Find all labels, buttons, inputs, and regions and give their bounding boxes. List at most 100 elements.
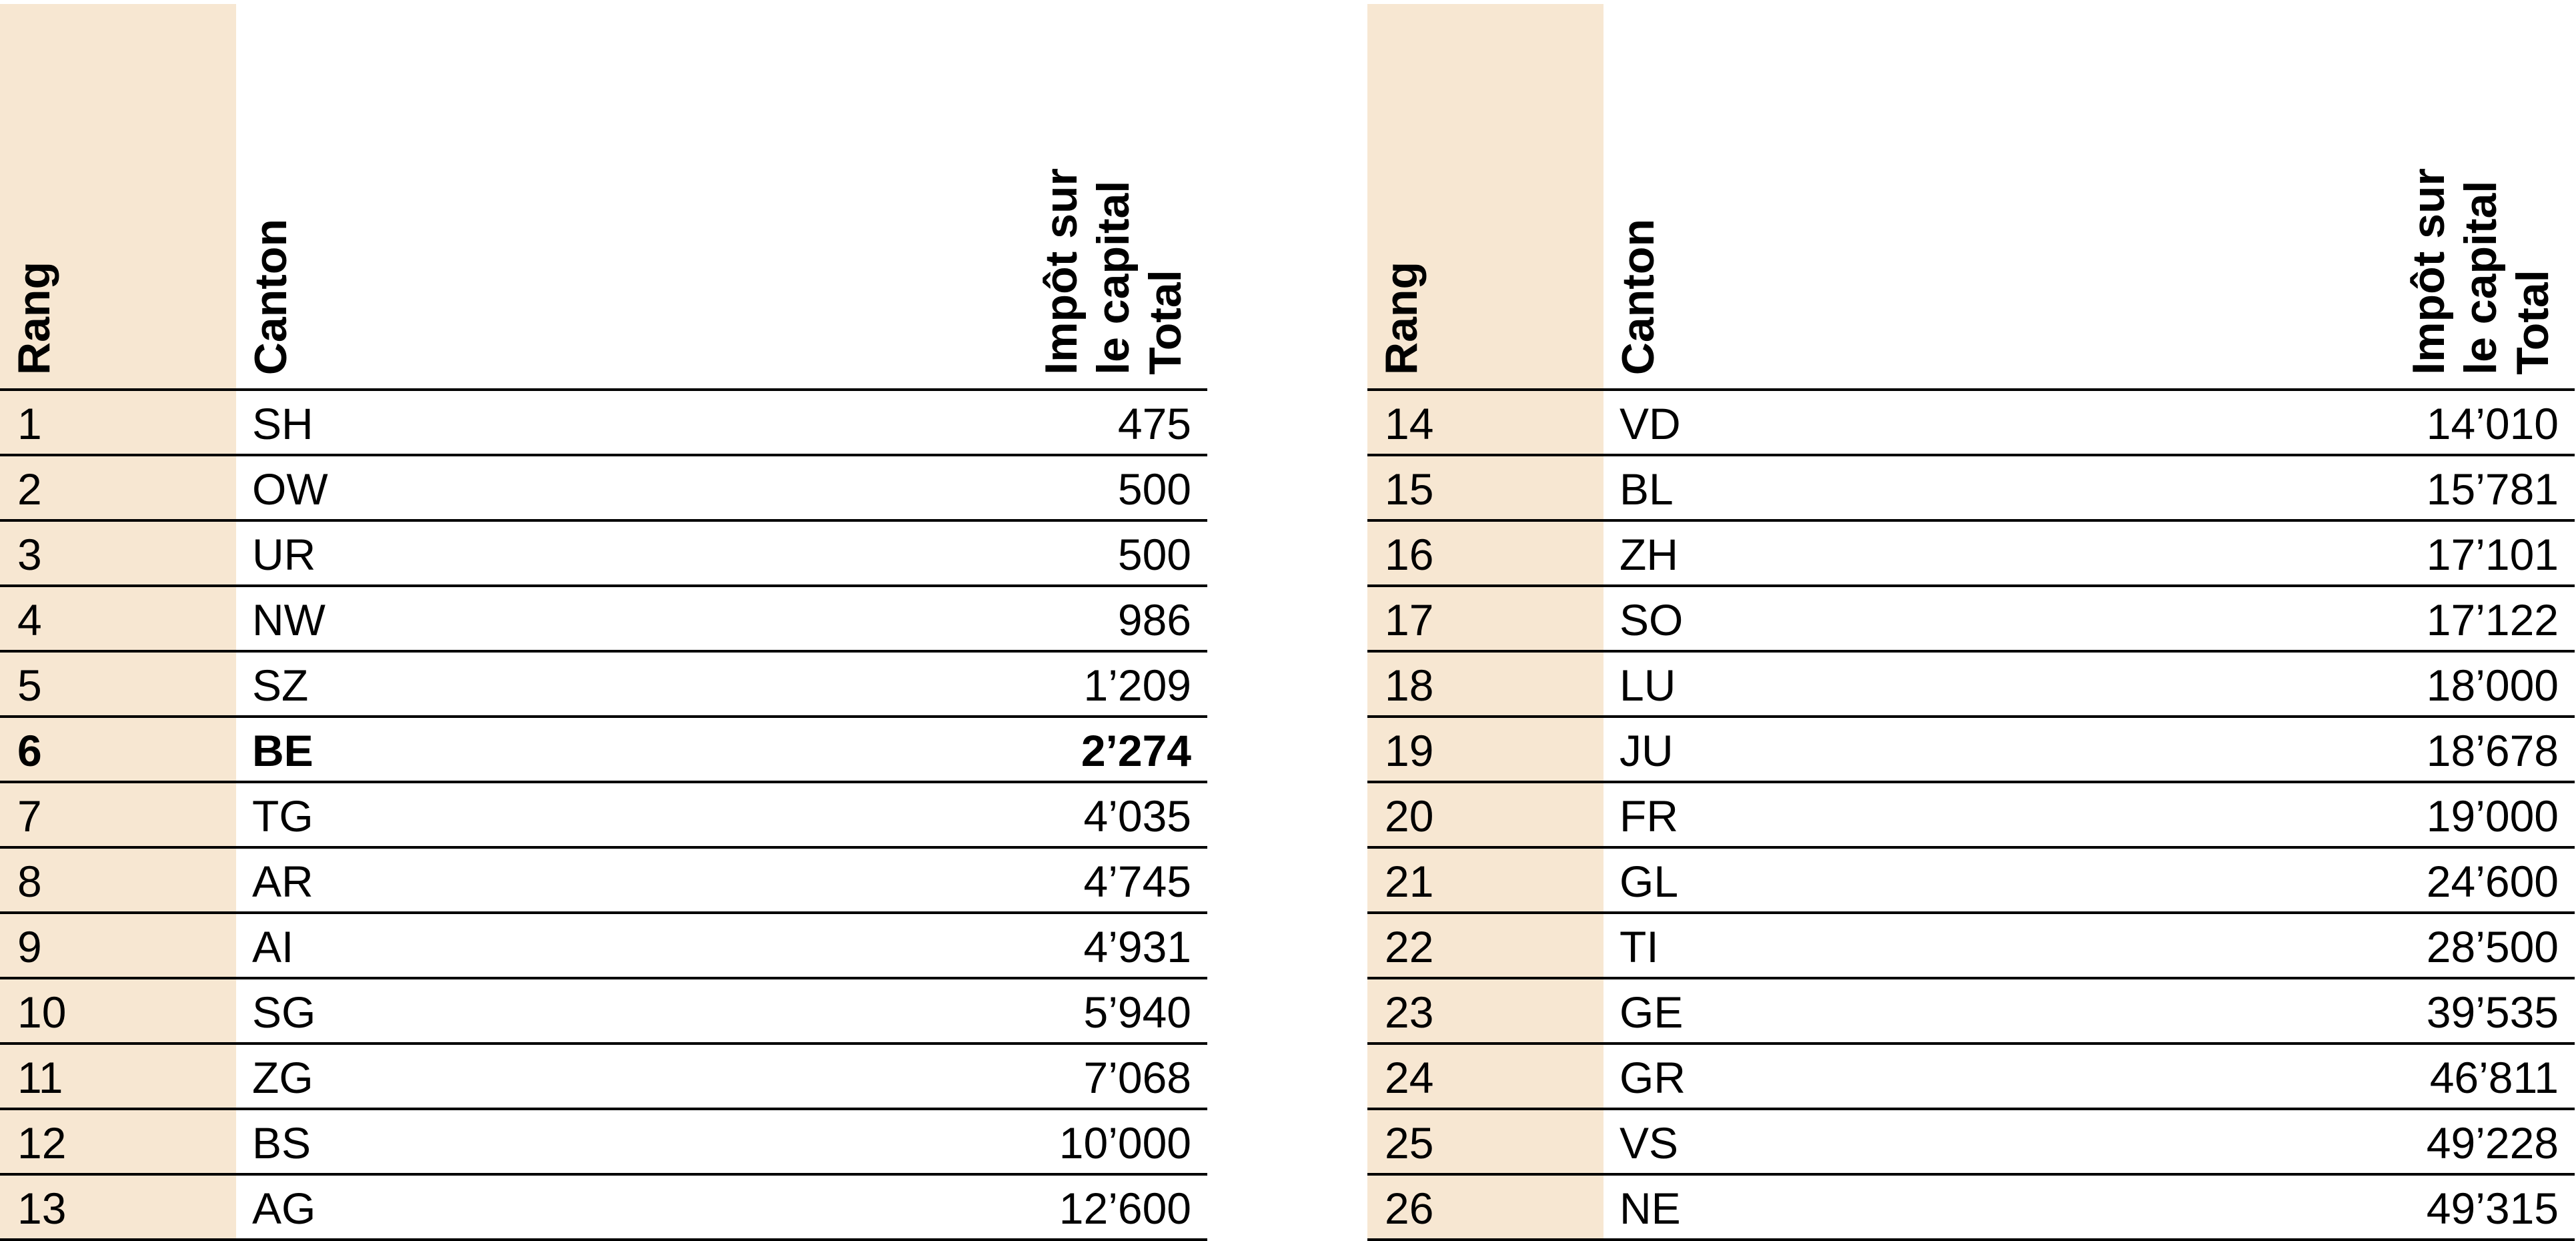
ranking-table-right: Rang Canton Impôt sur le capital Total 1… (1367, 4, 2575, 1241)
capital-tax-total-cell: 7’068 (1083, 1053, 1192, 1102)
table-row: 16 ZH 17’101 (1367, 519, 2575, 584)
header-canton: Canton (245, 218, 296, 375)
canton-cell: AG (252, 1184, 316, 1233)
ranking-table-left: Rang Canton Impôt sur le capital Total 1… (0, 4, 1207, 1241)
header-total-line3: Total (1140, 270, 1191, 375)
rank-cell: 17 (1385, 595, 1434, 645)
canton-cell: AR (252, 857, 313, 906)
rank-cell: 11 (17, 1053, 63, 1102)
rank-cell: 12 (17, 1118, 67, 1168)
canton-cell: NE (1620, 1184, 1681, 1233)
capital-tax-total-cell: 18’000 (2426, 661, 2559, 710)
header-rank: Rang (1376, 262, 1427, 375)
canton-cell: JU (1620, 726, 1674, 775)
table-row: 26 NE 49’315 (1367, 1173, 2575, 1241)
capital-tax-total-cell: 500 (1117, 530, 1191, 579)
table-row: 22 TI 28’500 (1367, 911, 2575, 977)
header-total-line2: le capital (1088, 180, 1139, 375)
table-row: 10 SG 5’940 (0, 977, 1207, 1042)
canton-cell: AI (252, 922, 294, 971)
capital-tax-total-cell: 19’000 (2426, 791, 2559, 841)
capital-tax-total-cell: 4’745 (1083, 857, 1192, 906)
capital-tax-total-cell: 1’209 (1083, 661, 1192, 710)
table-rows: 1 SH 475 2 OW 500 3 UR 500 4 NW 986 5 SZ 1’209 6 BE 2’274… (0, 388, 1207, 1241)
header-total-line2: le capital (2455, 180, 2506, 375)
canton-cell: NW (252, 595, 326, 645)
capital-tax-total-cell: 12’600 (1059, 1184, 1191, 1233)
rank-cell: 5 (17, 661, 42, 710)
canton-cell: VD (1620, 399, 1681, 448)
table-row: 13 AG 12’600 (0, 1173, 1207, 1241)
rank-cell: 14 (1385, 399, 1434, 448)
capital-tax-total-cell: 2’274 (1081, 726, 1191, 775)
canton-cell: FR (1620, 791, 1678, 841)
rank-cell: 10 (17, 987, 67, 1037)
rank-cell: 7 (17, 791, 42, 841)
canton-cell: UR (252, 530, 316, 579)
table-row: 18 LU 18’000 (1367, 650, 2575, 715)
canton-cell: SO (1620, 595, 1684, 645)
canton-cell: SH (252, 399, 313, 448)
header-total-line1: Impôt sur (1036, 168, 1087, 375)
rank-cell: 19 (1385, 726, 1434, 775)
rank-cell: 3 (17, 530, 42, 579)
canton-cell: GE (1620, 987, 1684, 1037)
canton-cell: BL (1620, 464, 1674, 514)
capital-tax-total-cell: 18’678 (2426, 726, 2559, 775)
table-row: 19 JU 18’678 (1367, 715, 2575, 781)
capital-tax-total-cell: 28’500 (2426, 922, 2559, 971)
header-capital-tax-total: Impôt sur le capital Total (2403, 168, 2559, 375)
capital-tax-total-cell: 10’000 (1059, 1118, 1191, 1168)
table-row: 20 FR 19’000 (1367, 781, 2575, 846)
table-row: 5 SZ 1’209 (0, 650, 1207, 715)
table-rows: 14 VD 14’010 15 BL 15’781 16 ZH 17’101 17 SO 17’122… (1367, 388, 2575, 1241)
rank-column-background (0, 4, 236, 1239)
canton-cell: GL (1620, 857, 1679, 906)
rank-cell: 8 (17, 857, 42, 906)
capital-tax-total-cell: 5’940 (1083, 987, 1192, 1037)
rank-cell: 22 (1385, 922, 1434, 971)
rank-cell: 13 (17, 1184, 67, 1233)
header-canton: Canton (1613, 218, 1664, 375)
table-row: 23 GE 39’535 (1367, 977, 2575, 1042)
canton-cell: LU (1620, 661, 1676, 710)
capital-tax-total-cell: 4’931 (1083, 922, 1192, 971)
canton-cell: BE (252, 726, 313, 775)
table-header: Rang Canton Impôt sur le capital Total (0, 4, 1207, 388)
capital-tax-total-cell: 49’315 (2426, 1184, 2559, 1233)
capital-tax-total-cell: 49’228 (2426, 1118, 2559, 1168)
canton-cell: VS (1620, 1118, 1679, 1168)
capital-tax-total-cell: 475 (1117, 399, 1191, 448)
rank-cell: 20 (1385, 791, 1434, 841)
canton-cell: ZG (252, 1053, 313, 1102)
rank-cell: 26 (1385, 1184, 1434, 1233)
rank-cell: 9 (17, 922, 42, 971)
capital-tax-total-cell: 986 (1117, 595, 1191, 645)
table-row: 6 BE 2’274 (0, 715, 1207, 781)
table-row: 2 OW 500 (0, 454, 1207, 519)
table-row: 14 VD 14’010 (1367, 388, 2575, 454)
capital-tax-total-cell: 17’101 (2426, 530, 2559, 579)
rank-cell: 2 (17, 464, 42, 514)
canton-cell: TG (252, 791, 313, 841)
capital-tax-total-cell: 17’122 (2426, 595, 2559, 645)
rank-cell: 6 (17, 726, 42, 775)
rank-column-background (1367, 4, 1603, 1239)
canton-cell: TI (1620, 922, 1659, 971)
canton-cell: SG (252, 987, 316, 1037)
rank-cell: 4 (17, 595, 42, 645)
table-row: 12 BS 10’000 (0, 1108, 1207, 1173)
capital-tax-total-cell: 14’010 (2426, 399, 2559, 448)
table-row: 25 VS 49’228 (1367, 1108, 2575, 1173)
table-row: 3 UR 500 (0, 519, 1207, 584)
capital-tax-total-cell: 500 (1117, 464, 1191, 514)
capital-tax-total-cell: 15’781 (2426, 464, 2559, 514)
canton-cell: ZH (1620, 530, 1678, 579)
header-capital-tax-total: Impôt sur le capital Total (1035, 168, 1191, 375)
table-row: 15 BL 15’781 (1367, 454, 2575, 519)
capital-tax-total-cell: 4’035 (1083, 791, 1192, 841)
header-total-line3: Total (2507, 270, 2558, 375)
table-row: 24 GR 46’811 (1367, 1042, 2575, 1108)
table-row: 17 SO 17’122 (1367, 584, 2575, 650)
rank-cell: 24 (1385, 1053, 1434, 1102)
